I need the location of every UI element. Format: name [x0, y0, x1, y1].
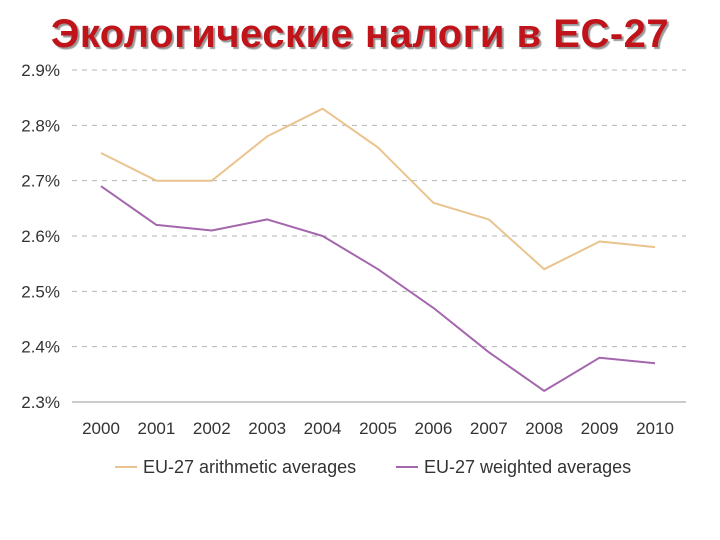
x-tick-label: 2004: [304, 419, 342, 438]
series-line-arithmetic: [100, 107, 656, 271]
x-tick-label: 2009: [581, 419, 619, 438]
y-tick-labels: 2.3% 2.4% 2.5% 2.6% 2.7% 2.8% 2.9%: [21, 61, 60, 412]
series-line-weighted: [100, 185, 656, 392]
x-tick-label: 2010: [636, 419, 674, 438]
y-tick-label: 2.4%: [21, 338, 60, 357]
y-tick-label: 2.5%: [21, 282, 60, 301]
slide-title: Экологические налоги в ЕС-27: [50, 12, 670, 56]
legend-label: EU-27 weighted averages: [424, 457, 631, 477]
x-tick-label: 2002: [193, 419, 231, 438]
y-tick-label: 2.8%: [21, 116, 60, 135]
legend: EU-27 arithmetic averages EU-27 weighted …: [115, 457, 631, 477]
y-tick-label: 2.6%: [21, 227, 60, 246]
x-tick-label: 2001: [137, 419, 175, 438]
x-tick-labels: 2000 2001 2002 2003 2004 2005 2006 2007 2008 2009…: [82, 419, 674, 438]
x-tick-label: 2000: [82, 419, 120, 438]
x-tick-label: 2006: [414, 419, 452, 438]
y-tick-label: 2.3%: [21, 393, 60, 412]
series-lines: [100, 107, 656, 392]
gridlines: [72, 69, 686, 348]
y-tick-label: 2.7%: [21, 172, 60, 191]
x-tick-label: 2005: [359, 419, 397, 438]
x-tick-label: 2003: [248, 419, 286, 438]
x-tick-label: 2008: [525, 419, 563, 438]
legend-label: EU-27 arithmetic averages: [143, 457, 356, 477]
x-tick-label: 2007: [470, 419, 508, 438]
y-tick-label: 2.9%: [21, 61, 60, 80]
